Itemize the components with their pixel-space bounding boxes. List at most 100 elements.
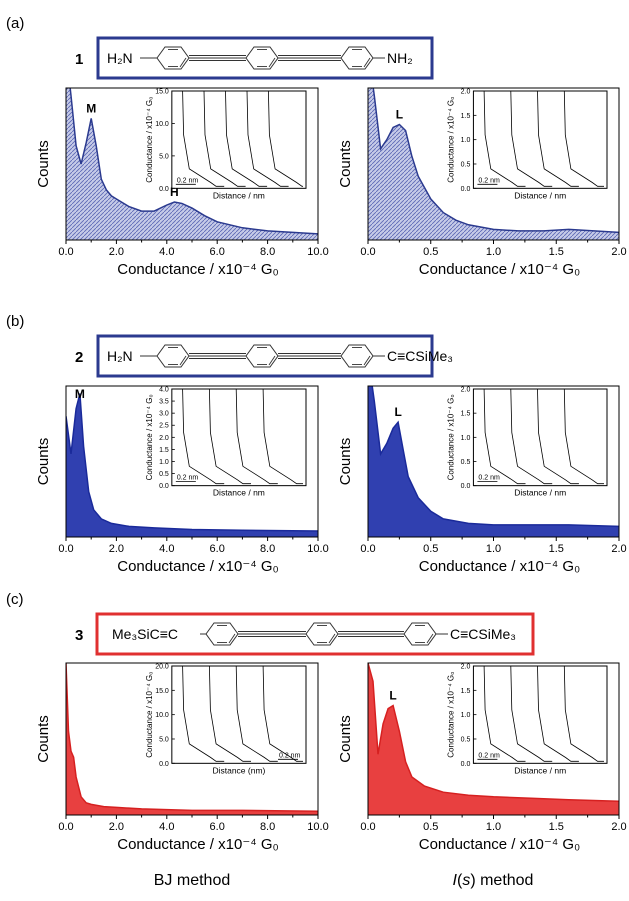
histogram-area xyxy=(66,88,318,240)
inset-y-tick-label: 15.0 xyxy=(155,89,169,96)
inset-chart: 0.0 0.5 1.0 1.5 2.0 Conductance / x10⁻⁴ G₀ Dis… xyxy=(446,89,608,200)
ring-double-bond xyxy=(228,633,236,644)
inset-trace xyxy=(182,90,225,187)
left-group: H₂N xyxy=(107,348,133,364)
histogram-area xyxy=(368,386,619,537)
ring-double-bond xyxy=(328,633,336,644)
inset-y-tick-label: 3.0 xyxy=(159,411,169,418)
x-tick-label: 6.0 xyxy=(210,246,225,258)
inset-y-tick-label: 0.0 xyxy=(159,761,169,768)
scale-bar-label: 0.2 nm xyxy=(478,752,500,759)
histogram-outline xyxy=(69,88,318,235)
x-axis-label: Conductance / x10⁻⁴ G₀ xyxy=(419,261,581,278)
histogram-area xyxy=(368,88,619,240)
x-tick-label: 10.0 xyxy=(307,543,328,555)
inset-chart: 0.0 0.5 1.0 1.5 2.0 Conductance / x10⁻⁴ G₀ Dis… xyxy=(446,387,608,498)
inset-trace xyxy=(537,665,579,762)
inset-trace xyxy=(203,90,246,187)
histogram-area xyxy=(368,663,619,815)
histogram-outline xyxy=(371,386,619,528)
inset-y-tick-label: 1.5 xyxy=(461,113,471,120)
inset-y-tick-label: 1.5 xyxy=(461,688,471,695)
inset-y-tick-label: 0.5 xyxy=(461,459,471,466)
x-tick-label: 1.0 xyxy=(486,246,501,258)
inset-y-tick-label: 0.5 xyxy=(461,161,471,168)
x-tick-label: 2.0 xyxy=(611,543,626,555)
benzene-ring xyxy=(245,46,279,70)
x-tick-label: 10.0 xyxy=(307,246,328,258)
inset-chart: 0.0 0.5 1.0 1.5 2.0 2.5 3.0 3.5 4.0 Conductance /… xyxy=(145,387,307,498)
x-tick-label: 0.5 xyxy=(423,821,438,833)
peak-label: H xyxy=(170,185,179,199)
inset-frame xyxy=(472,90,608,189)
peak-label: L xyxy=(394,405,401,419)
histogram-outline xyxy=(66,393,318,532)
panel-letter: (b) xyxy=(6,313,24,330)
inset-y-tick-label: 0.0 xyxy=(461,761,471,768)
inset-trace xyxy=(209,665,251,762)
inset-y-label: Conductance / x10⁻⁴ G₀ xyxy=(446,672,455,758)
inset-trace xyxy=(225,90,268,187)
inset-x-label: Distance / nm xyxy=(213,190,265,200)
peak-label: M xyxy=(86,101,96,115)
left-group: H₂N xyxy=(107,50,133,66)
ring-double-bond xyxy=(179,57,187,68)
inset-trace xyxy=(537,388,579,485)
inset-y-tick-label: 1.0 xyxy=(159,459,169,466)
x-tick-label: 4.0 xyxy=(159,821,174,833)
inset-x-label: Distance (nm) xyxy=(212,765,265,775)
inset-trace xyxy=(483,388,526,485)
benzene-ring xyxy=(205,622,239,646)
molecule-box xyxy=(96,36,434,80)
scale-bar-label: 0.2 nm xyxy=(279,752,301,759)
scale-bar-label: 0.2 nm xyxy=(478,177,500,184)
inset-trace xyxy=(182,665,225,762)
x-axis-label: Conductance / x10⁻⁴ G₀ xyxy=(419,558,581,575)
inset-trace xyxy=(563,90,604,187)
inset-y-tick-label: 2.0 xyxy=(461,89,471,96)
inset-y-tick-label: 2.0 xyxy=(461,664,471,671)
inset-y-tick-label: 10.0 xyxy=(155,712,169,719)
inset-y-tick-label: 1.5 xyxy=(461,411,471,418)
panel-header: (a) 1 H₂N NH₂ xyxy=(6,15,434,80)
x-tick-label: 2.0 xyxy=(109,543,124,555)
histogram-chart: 0.0 0.5 1.0 1.5 2.0 Counts Conductance / x10⁻⁴… xyxy=(337,385,627,575)
x-tick-label: 0.5 xyxy=(423,246,438,258)
inset-y-label: Conductance / x10⁻⁴ G₀ xyxy=(446,97,455,183)
peak-label: M xyxy=(75,387,85,401)
benzene-ring xyxy=(305,622,339,646)
benzene-ring xyxy=(403,622,437,646)
x-tick-label: 0.0 xyxy=(360,543,375,555)
x-tick-label: 8.0 xyxy=(260,821,275,833)
inset-frame xyxy=(472,388,608,487)
inset-trace xyxy=(246,90,289,187)
y-axis-label: Counts xyxy=(337,438,354,486)
inset-y-tick-label: 0.5 xyxy=(461,736,471,743)
histogram-area xyxy=(66,393,318,537)
inset-trace xyxy=(510,388,553,485)
inset-trace xyxy=(235,388,278,485)
x-tick-label: 2.0 xyxy=(611,246,626,258)
benzene-ring xyxy=(340,344,374,368)
compound-number: 3 xyxy=(75,627,83,644)
x-tick-label: 2.0 xyxy=(109,821,124,833)
ring-double-bond xyxy=(179,355,187,366)
inset-trace xyxy=(537,90,579,187)
inset-y-tick-label: 0.0 xyxy=(461,483,471,490)
inset-trace xyxy=(483,90,526,187)
x-tick-label: 10.0 xyxy=(307,821,328,833)
x-tick-label: 6.0 xyxy=(210,543,225,555)
histogram-outline xyxy=(368,663,619,803)
right-group: C≡CSiMe₃ xyxy=(387,348,453,364)
inset-y-tick-label: 2.5 xyxy=(159,423,169,430)
benzene-ring xyxy=(340,46,374,70)
inset-trace xyxy=(182,388,225,485)
histogram-chart: 0.0 2.0 4.0 6.0 8.0 10.0 Counts Conductance / x… xyxy=(35,662,329,853)
inset-y-label: Conductance / x10⁻⁴ G₀ xyxy=(145,97,154,183)
histogram-chart: 0.0 0.5 1.0 1.5 2.0 Counts Conductance / x10⁻⁴… xyxy=(337,662,627,853)
left-group: Me₃SiC≡C xyxy=(112,626,178,642)
x-tick-label: 8.0 xyxy=(260,246,275,258)
scale-bar-label: 0.2 nm xyxy=(177,177,199,184)
molecule-box xyxy=(96,334,434,378)
